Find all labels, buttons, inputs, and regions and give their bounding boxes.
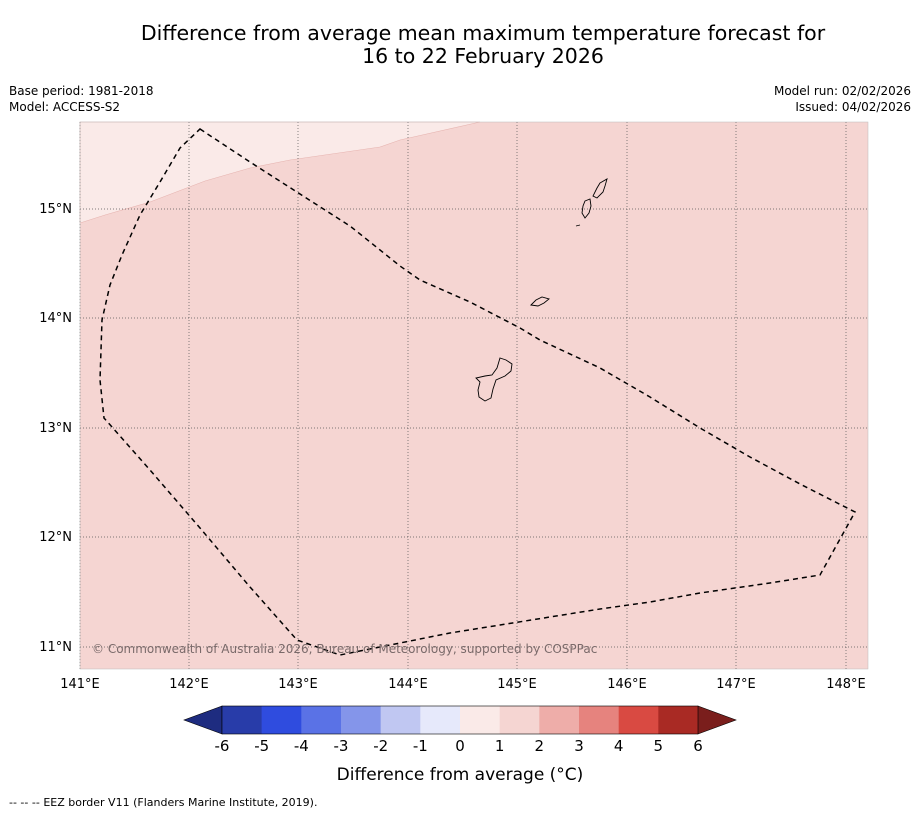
lat-label: 11°N [39,640,72,655]
lat-label: 13°N [39,421,72,436]
colorbar-tick-label: 6 [693,737,703,755]
base-period: Base period: 1981-2018 [9,84,154,98]
footer-legend: -- -- -- EEZ border V11 (Flanders Marine… [9,796,317,809]
eez-legend-text: EEZ border V11 (Flanders Marine Institut… [43,796,318,809]
colorbar-segment [222,706,262,734]
region-one-to-two [80,122,868,669]
colorbar-tick-labels: -6 -5 -4 -3 -2 -1 0 1 2 3 4 5 6 [215,737,703,755]
island-rota [530,296,550,307]
colorbar-tick-label: 5 [654,737,664,755]
colorbar-tick-label: -5 [254,737,269,755]
colorbar-segment [658,706,699,734]
eez-border [99,128,857,656]
colorbar-tick-label: -4 [294,737,309,755]
lon-label: 145°E [497,677,537,692]
map-title: Difference from average mean maximum tem… [0,22,919,68]
colorbar-tick-label: -6 [215,737,230,755]
issued-date: Issued: 04/02/2026 [795,100,911,114]
colorbar-segments [222,706,699,734]
title-line-2: 16 to 22 February 2026 [362,44,604,68]
colorbar-tick-label: 1 [495,737,505,755]
colorbar-tick-label: -1 [413,737,428,755]
colorbar-over-arrow [697,705,737,735]
colorbar-tick-label: 2 [535,737,545,755]
lon-label: 146°E [607,677,647,692]
colorbar-tick-label: 4 [614,737,624,755]
lon-label: 144°E [388,677,428,692]
lon-label: 147°E [716,677,756,692]
colorbar-tick-label: 3 [574,737,584,755]
colorbar-segment [460,706,500,734]
colorbar-segment [539,706,580,734]
lon-label: 148°E [826,677,866,692]
model-run: Model run: 02/02/2026 [773,84,911,98]
colorbar-title: Difference from average (°C) [337,765,584,785]
colorbar-tick-label: -2 [373,737,388,755]
colorbar-segment [380,706,421,734]
meta-left: Base period: 1981-2018 Model: ACCESS-S2 [9,83,154,115]
colorbar-segment [301,706,342,734]
island-saipan [592,178,608,199]
colorbar-segment [618,706,659,734]
colorbar-segment [420,706,461,734]
latitude-labels: 15°N 14°N 13°N 12°N 11°N [39,202,72,655]
colorbar-segment [341,706,381,734]
lat-label: 15°N [39,202,72,217]
island-guam [475,357,513,402]
eez-legend-marker: -- -- -- [9,796,40,809]
meta-right: Model run: 02/02/2026 Issued: 04/02/2026 [774,83,911,115]
colorbar-frame [221,705,699,735]
model-name: Model: ACCESS-S2 [9,100,121,114]
island-aguijan [575,224,581,227]
gridlines [79,122,868,669]
islands [475,178,608,402]
map-panel: © Commonwealth of Australia 2026, Bureau… [79,121,869,670]
map-frame [79,121,869,670]
colorbar-under-arrow [183,705,223,735]
title-line-1: Difference from average mean maximum tem… [140,21,826,45]
lat-label: 12°N [39,530,72,545]
colorbar-tick-label: 0 [455,737,465,755]
island-tinian [581,198,592,219]
colorbar-segment [499,706,540,734]
lon-label: 143°E [278,677,318,692]
colorbar-segment [579,706,619,734]
lon-label: 141°E [60,677,100,692]
lon-label: 142°E [169,677,209,692]
colorbar-tick-label: -3 [334,737,349,755]
copyright-notice: © Commonwealth of Australia 2026, Bureau… [92,642,597,656]
colorbar: -6 -5 -4 -3 -2 -1 0 1 2 3 4 5 6 Differen… [183,705,737,785]
colorbar-segment [261,706,302,734]
lat-label: 14°N [39,311,72,326]
longitude-labels: 141°E 142°E 143°E 144°E 145°E 146°E 147°… [60,677,866,692]
